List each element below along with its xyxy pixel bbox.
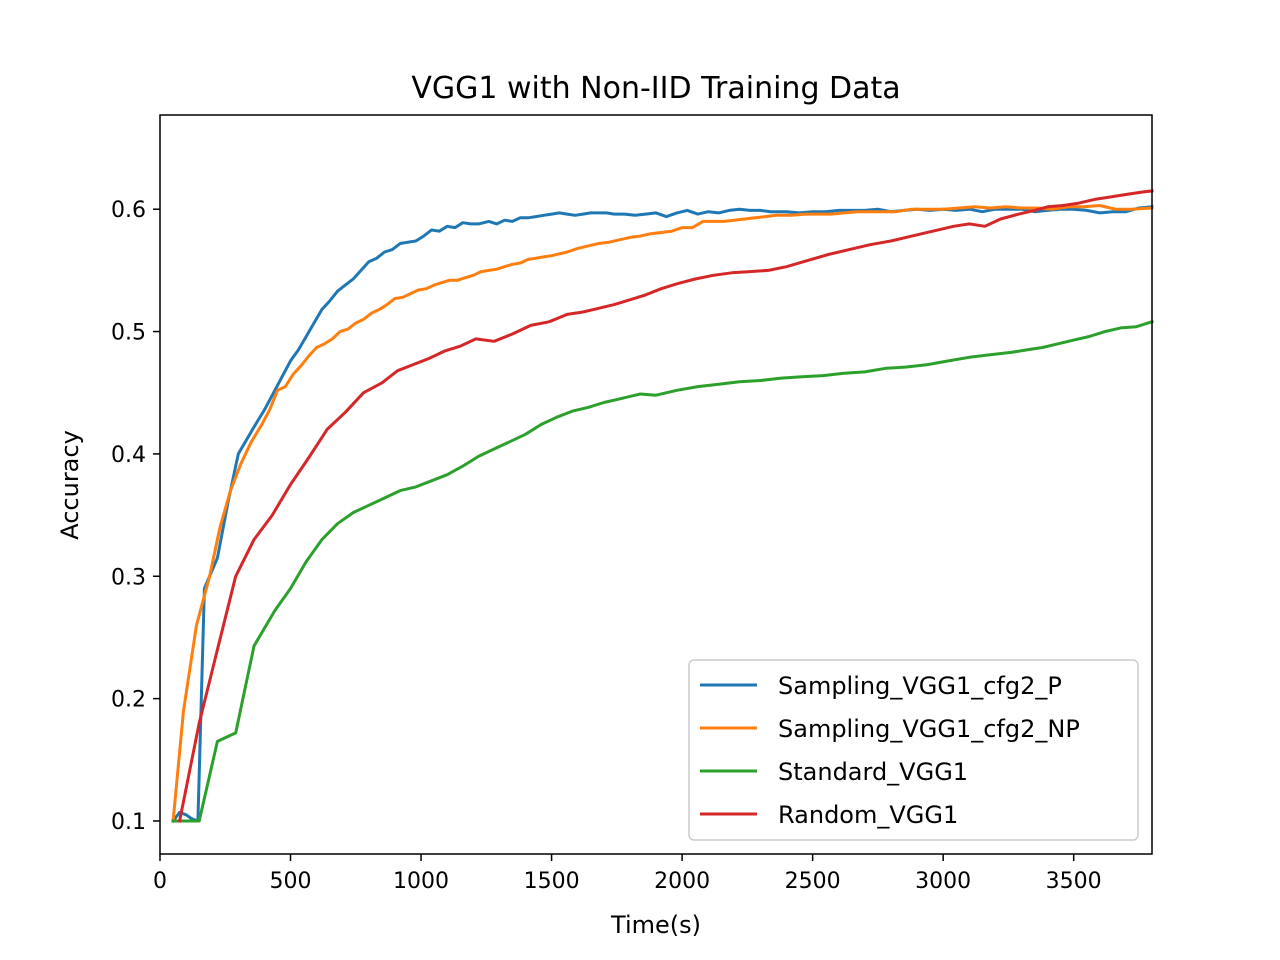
x-tick-label: 1500 xyxy=(524,869,580,894)
y-tick-label: 0.4 xyxy=(111,443,146,468)
legend-label: Sampling_VGG1_cfg2_NP xyxy=(778,715,1080,743)
chart-title: VGG1 with Non-IID Training Data xyxy=(411,71,900,106)
legend-label: Standard_VGG1 xyxy=(778,758,968,786)
legend-label: Sampling_VGG1_cfg2_P xyxy=(778,672,1062,700)
y-tick-label: 0.2 xyxy=(111,688,146,713)
x-axis-ticks: 0 500 1000 1500 2000 2500 3000 3500 xyxy=(153,854,1102,894)
x-tick-label: 3000 xyxy=(915,869,971,894)
legend-label: Random_VGG1 xyxy=(778,801,958,829)
x-tick-label: 500 xyxy=(270,869,312,894)
plot-frame xyxy=(159,114,1153,855)
legend: Sampling_VGG1_cfg2_P Sampling_VGG1_cfg2_N… xyxy=(688,659,1139,841)
y-tick-label: 0.3 xyxy=(111,565,146,590)
y-axis-ticks: 0.1 0.2 0.3 0.4 0.5 0.6 xyxy=(111,198,160,835)
legend-box xyxy=(688,659,1139,841)
x-tick-label: 0 xyxy=(153,869,167,894)
x-tick-label: 2000 xyxy=(654,869,710,894)
x-axis-label: Time(s) xyxy=(610,911,701,939)
y-axis-label: Accuracy xyxy=(56,430,84,540)
x-tick-label: 1000 xyxy=(393,869,449,894)
series-layer xyxy=(170,189,1154,824)
series-line-random-vgg1 xyxy=(177,189,1154,823)
legend-items: Sampling_VGG1_cfg2_P Sampling_VGG1_cfg2_N… xyxy=(700,672,1080,829)
y-tick-label: 0.5 xyxy=(111,321,146,346)
series-line-sampling-vgg1-cfg2-np xyxy=(171,204,1154,823)
y-tick-label: 0.6 xyxy=(111,198,146,223)
x-tick-label: 2500 xyxy=(785,869,841,894)
series-line-standard-vgg1 xyxy=(171,319,1154,823)
x-tick-label: 3500 xyxy=(1046,869,1102,894)
y-tick-label: 0.1 xyxy=(111,810,146,835)
